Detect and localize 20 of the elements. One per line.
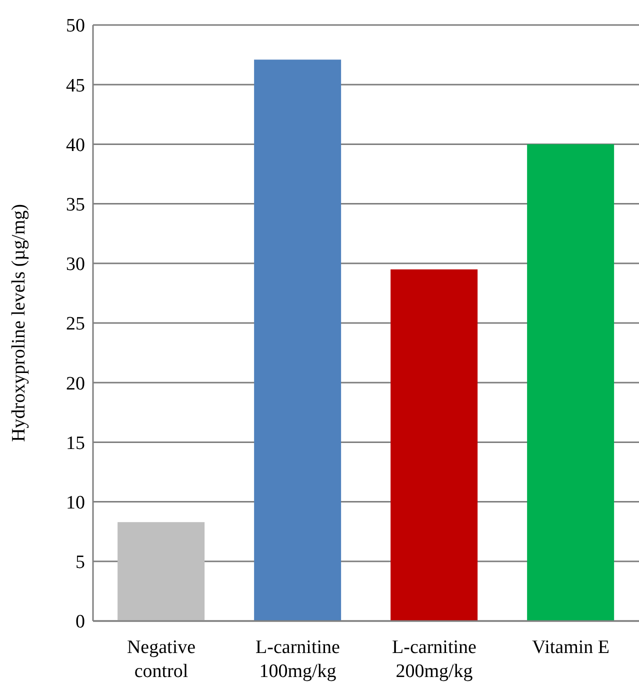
x-tick-label: L-carnitine 200mg/kg [392, 637, 476, 682]
y-axis-title: Hydroxyproline levels (µg/mg) [8, 204, 30, 442]
x-tick-label: Negative control [126, 637, 196, 682]
y-tick-label: 20 [66, 373, 85, 394]
bar [254, 60, 342, 621]
y-tick-label: 40 [66, 134, 85, 156]
x-tick-label: L-carnitine 100mg/kg [256, 637, 340, 682]
x-tick-label: Vitamin E [532, 637, 610, 658]
y-tick-label: 35 [66, 194, 85, 216]
y-tick-label: 50 [66, 16, 85, 37]
y-tick-label: 10 [66, 492, 85, 514]
y-tick-label: 5 [76, 552, 85, 574]
y-tick-label: 45 [66, 75, 85, 96]
y-tick-label: 15 [66, 432, 85, 454]
bar [390, 269, 478, 621]
bar [527, 144, 614, 621]
y-tick-label: 25 [66, 314, 85, 335]
bar [118, 522, 205, 621]
y-tick-label: 30 [66, 254, 85, 276]
y-tick-label: 0 [76, 612, 85, 633]
